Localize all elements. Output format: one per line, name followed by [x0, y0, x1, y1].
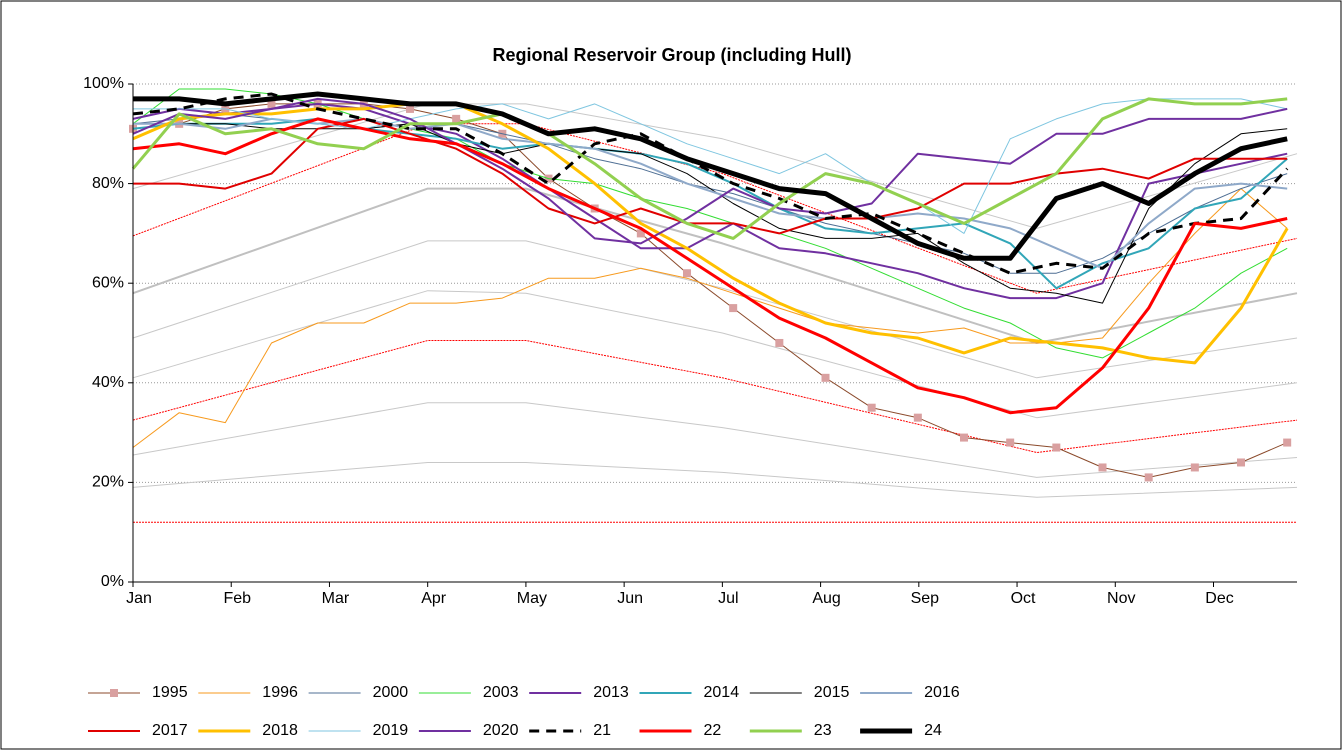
x-tick-label: Feb [223, 590, 251, 607]
legend-label: 2003 [483, 684, 519, 701]
reference-line [132, 187, 1298, 344]
x-tick-label: Mar [322, 590, 350, 607]
series-marker [1006, 438, 1015, 447]
series-line [133, 117, 1288, 235]
legend-label: 2020 [483, 722, 519, 739]
legend-label: 2013 [593, 684, 629, 701]
series-marker [452, 114, 461, 123]
reference-line [132, 402, 1298, 478]
y-tick-label: 80% [92, 175, 124, 192]
series-marker [729, 304, 738, 313]
series-marker [775, 338, 784, 347]
series-line [131, 97, 1288, 240]
series-marker [913, 413, 922, 422]
x-tick-label: May [517, 590, 547, 607]
x-tick-label: Oct [1011, 590, 1036, 607]
series-line [132, 88, 1288, 359]
legend-label: 2019 [373, 722, 409, 739]
legend-marker [110, 689, 118, 697]
chart-title: Regional Reservoir Group (including Hull… [492, 45, 851, 65]
x-tick-label: Nov [1107, 590, 1135, 607]
legend-label: 1995 [152, 684, 188, 701]
x-tick-label: Jul [718, 590, 738, 607]
series-marker [1052, 443, 1061, 452]
series-marker [867, 403, 876, 412]
series-line [133, 98, 1288, 234]
series-line [132, 102, 1288, 300]
series-line [132, 102, 1289, 365]
legend-label: 2000 [373, 684, 409, 701]
x-tick-label: Dec [1205, 590, 1233, 607]
reference-line [132, 103, 1298, 229]
series-line [132, 92, 1289, 275]
series-line [133, 117, 1288, 270]
series-line [132, 97, 1288, 245]
legend-label: 22 [704, 722, 722, 739]
legend-label: 2018 [262, 722, 298, 739]
legend-label: 2015 [814, 684, 850, 701]
y-tick-label: 60% [92, 274, 124, 291]
series-line [133, 91, 1288, 261]
x-tick-label: Aug [812, 590, 840, 607]
y-tick-label: 0% [101, 573, 124, 590]
reference-line [132, 240, 1298, 379]
legend-label: 21 [593, 722, 611, 739]
x-tick-label: Sep [911, 590, 940, 607]
reference-line [132, 340, 1298, 453]
legend-label: 2017 [152, 722, 188, 739]
series-marker [821, 373, 830, 382]
legend-label: 24 [924, 722, 942, 739]
reference-line [132, 462, 1298, 498]
series-marker [1098, 463, 1107, 472]
x-tick-label: Apr [421, 590, 447, 607]
series-marker [636, 229, 645, 238]
series-marker [1237, 458, 1246, 467]
series-marker [683, 269, 692, 278]
series-line [133, 123, 1288, 304]
legend-label: 2014 [704, 684, 740, 701]
series-marker [267, 99, 276, 108]
series-marker [1283, 438, 1292, 447]
series-marker [960, 433, 969, 442]
series-marker [1190, 463, 1199, 472]
legend-label: 1996 [262, 684, 298, 701]
x-tick-label: Jan [126, 590, 152, 607]
x-tick-label: Jun [617, 590, 643, 607]
series-line [132, 117, 1288, 415]
y-tick-label: 100% [83, 75, 124, 92]
series-marker [406, 104, 415, 113]
series-line [132, 188, 1288, 448]
reference-line [132, 123, 1298, 294]
y-tick-label: 20% [92, 474, 124, 491]
legend-label: 23 [814, 722, 832, 739]
series-marker [1144, 473, 1153, 482]
reference-line [132, 290, 1298, 419]
legend-label: 2016 [924, 684, 960, 701]
y-tick-label: 40% [92, 374, 124, 391]
